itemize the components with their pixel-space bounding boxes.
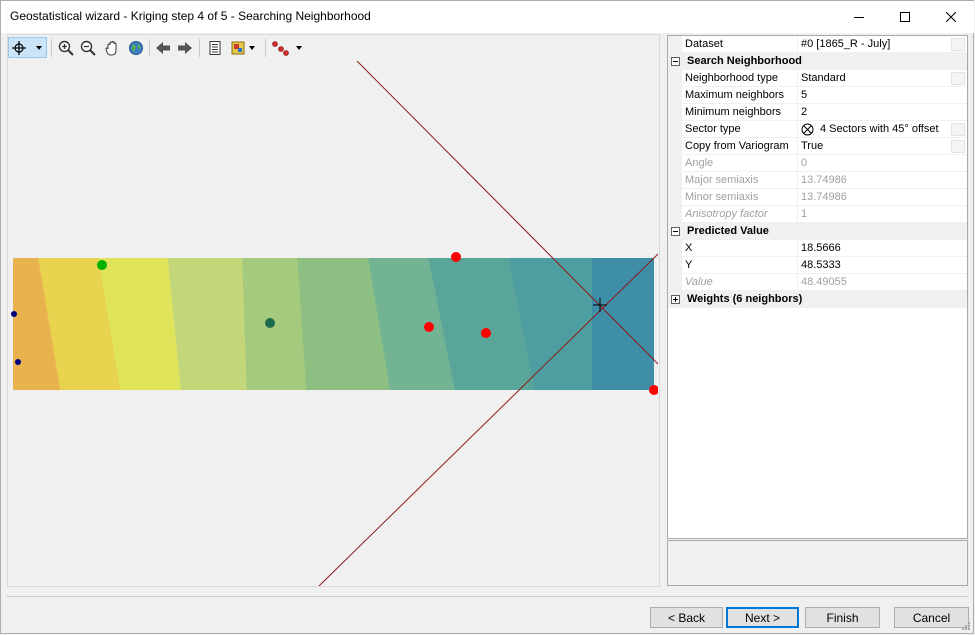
expand-icon[interactable] <box>671 295 680 304</box>
data-point <box>11 311 17 317</box>
prediction-location-marker <box>593 298 607 312</box>
close-icon <box>946 11 956 22</box>
arrow-left-icon <box>156 41 170 54</box>
property-grid: Dataset #0 [1865_R - July] Search Neighb… <box>667 35 968 539</box>
zoom-in-icon <box>58 40 74 56</box>
maximize-button[interactable] <box>882 1 928 32</box>
category-weights[interactable]: Weights (6 neighbors) <box>668 291 967 308</box>
minimize-icon <box>854 16 864 18</box>
prop-x[interactable]: X 18.5666 <box>668 240 967 257</box>
property-description-panel <box>667 540 968 586</box>
pan-button[interactable] <box>102 37 122 58</box>
select-tool-button[interactable] <box>8 37 47 58</box>
layers-icon <box>231 41 255 54</box>
prop-dataset[interactable]: Dataset #0 [1865_R - July] <box>668 36 967 53</box>
prop-angle: Angle 0 <box>668 155 967 172</box>
data-points <box>11 252 658 395</box>
back-tool-button[interactable] <box>153 37 173 58</box>
sector-lines <box>318 61 658 586</box>
layer-options-button[interactable] <box>229 37 261 58</box>
legend-button[interactable] <box>205 37 225 58</box>
prop-value: Value 48.49055 <box>668 274 967 291</box>
map-canvas[interactable] <box>7 61 658 586</box>
category-search-neighborhood[interactable]: Search Neighborhood <box>668 53 967 70</box>
minimize-button[interactable] <box>836 1 882 32</box>
sector-type-icon <box>801 123 814 136</box>
legend-icon <box>209 40 221 55</box>
prop-minimum-neighbors[interactable]: Minimum neighbors 2 <box>668 104 967 121</box>
dropdown-button[interactable] <box>951 140 965 153</box>
window-title: Geostatistical wizard - Kriging step 4 o… <box>10 9 371 23</box>
prop-anisotropy-factor: Anisotropy factor 1 <box>668 206 967 223</box>
dropdown-button[interactable] <box>951 38 965 51</box>
map-view[interactable] <box>7 61 658 586</box>
globe-icon <box>129 40 143 55</box>
points-icon <box>272 40 302 56</box>
toolbar-separator <box>199 39 200 57</box>
hand-icon <box>105 40 117 55</box>
prop-sector-type[interactable]: Sector type 4 Sectors with 45° offset <box>668 121 967 138</box>
prop-maximum-neighbors[interactable]: Maximum neighbors 5 <box>668 87 967 104</box>
forward-tool-button[interactable] <box>175 37 195 58</box>
full-extent-button[interactable] <box>126 37 146 58</box>
title-bar: Geostatistical wizard - Kriging step 4 o… <box>1 1 974 33</box>
highlighted-point <box>97 260 107 270</box>
back-button[interactable]: < Back <box>650 607 723 628</box>
neighbor-point <box>481 328 491 338</box>
maximize-icon <box>900 11 910 22</box>
category-predicted-value[interactable]: Predicted Value <box>668 223 967 240</box>
resize-grip-icon[interactable] <box>961 621 971 631</box>
zoom-out-icon <box>80 40 96 56</box>
prop-y[interactable]: Y 48.5333 <box>668 257 967 274</box>
data-point <box>265 318 275 328</box>
neighbor-point <box>649 385 658 395</box>
map-toolbar <box>7 35 657 60</box>
toolbar-separator <box>149 39 150 57</box>
next-button[interactable]: Next > <box>726 607 799 628</box>
toolbar-separator <box>265 39 266 57</box>
button-separator <box>6 596 969 597</box>
dropdown-button[interactable] <box>951 123 965 136</box>
arrow-right-icon <box>178 41 192 54</box>
collapse-icon[interactable] <box>671 227 680 236</box>
prop-minor-semiaxis: Minor semiaxis 13.74986 <box>668 189 967 206</box>
collapse-icon[interactable] <box>671 57 680 66</box>
dropdown-button[interactable] <box>951 72 965 85</box>
close-button[interactable] <box>928 1 974 32</box>
data-point <box>15 359 21 365</box>
prediction-surface <box>13 258 654 390</box>
cancel-button[interactable]: Cancel <box>894 607 969 628</box>
prop-major-semiaxis: Major semiaxis 13.74986 <box>668 172 967 189</box>
prop-copy-from-variogram[interactable]: Copy from Variogram True <box>668 138 967 155</box>
crosshair-icon <box>11 40 42 55</box>
neighbor-point <box>424 322 434 332</box>
zoom-in-button[interactable] <box>56 37 76 58</box>
points-button[interactable] <box>270 37 306 58</box>
toolbar-separator <box>51 39 52 57</box>
finish-button[interactable]: Finish <box>805 607 880 628</box>
neighbor-point <box>451 252 461 262</box>
zoom-out-button[interactable] <box>78 37 98 58</box>
prop-neighborhood-type[interactable]: Neighborhood type Standard <box>668 70 967 87</box>
